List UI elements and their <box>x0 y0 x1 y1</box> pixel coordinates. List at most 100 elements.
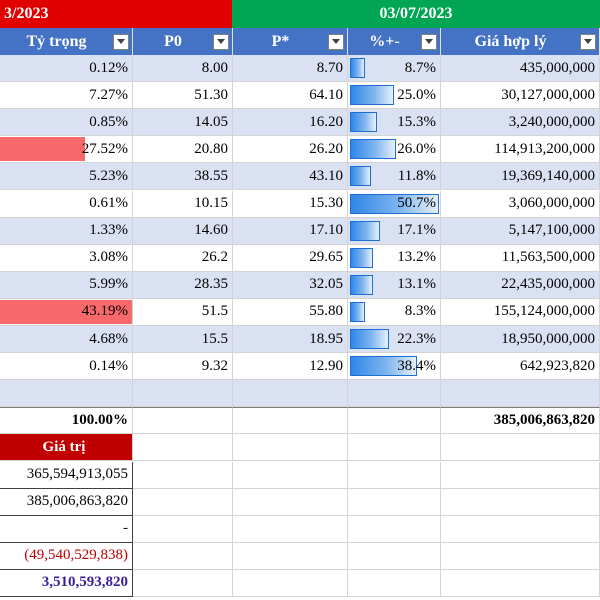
weight-cell[interactable]: 7.27% <box>0 82 133 110</box>
weight-cell[interactable]: 43.19% <box>0 298 133 326</box>
pstar-cell[interactable]: 43.10 <box>233 163 348 191</box>
filter-dropdown-icon[interactable] <box>421 33 437 50</box>
pstar-cell[interactable]: 64.10 <box>233 82 348 110</box>
blank-cell[interactable] <box>348 407 441 435</box>
blank-cell[interactable] <box>348 569 441 597</box>
blank-cell[interactable] <box>348 461 441 489</box>
blank-cell[interactable] <box>441 488 600 516</box>
pct-change-cell[interactable]: 26.0% <box>348 136 441 164</box>
blank-cell[interactable] <box>233 542 348 570</box>
blank-cell[interactable] <box>233 461 348 489</box>
blank-cell[interactable] <box>233 515 348 543</box>
p0-cell[interactable]: 10.15 <box>133 190 233 218</box>
blank-cell[interactable] <box>233 407 348 435</box>
weight-cell[interactable]: 5.23% <box>0 163 133 191</box>
blank-cell[interactable] <box>348 542 441 570</box>
blank-cell[interactable] <box>348 488 441 516</box>
total-fair-value-cell[interactable]: 385,006,863,820 <box>441 407 600 435</box>
pstar-cell[interactable]: 8.70 <box>233 55 348 83</box>
blank-cell[interactable] <box>441 569 600 597</box>
fair-value-cell[interactable]: 5,147,100,000 <box>441 217 600 245</box>
weight-cell[interactable]: 4.68% <box>0 326 133 354</box>
p0-cell[interactable]: 26.2 <box>133 244 233 272</box>
p0-cell[interactable]: 14.05 <box>133 109 233 137</box>
weight-cell[interactable]: 1.33% <box>0 217 133 245</box>
p0-cell[interactable]: 20.80 <box>133 136 233 164</box>
blank-cell[interactable] <box>0 380 133 408</box>
summary-value-cell[interactable]: - <box>0 515 133 543</box>
pct-change-cell[interactable]: 50.7% <box>348 190 441 218</box>
filter-dropdown-icon[interactable] <box>113 33 129 50</box>
blank-cell[interactable] <box>133 407 233 435</box>
p0-cell[interactable]: 38.55 <box>133 163 233 191</box>
pct-change-cell[interactable]: 11.8% <box>348 163 441 191</box>
total-weight-cell[interactable]: 100.00% <box>0 407 133 435</box>
p0-cell[interactable]: 14.60 <box>133 217 233 245</box>
blank-cell[interactable] <box>441 434 600 462</box>
pstar-cell[interactable]: 12.90 <box>233 353 348 381</box>
blank-cell[interactable] <box>233 380 348 408</box>
blank-cell[interactable] <box>441 515 600 543</box>
pstar-cell[interactable]: 16.20 <box>233 109 348 137</box>
p0-cell[interactable]: 15.5 <box>133 326 233 354</box>
summary-value-cell[interactable]: 3,510,593,820 <box>0 569 133 597</box>
blank-cell[interactable] <box>441 380 600 408</box>
fair-value-cell[interactable]: 435,000,000 <box>441 55 600 83</box>
blank-cell[interactable] <box>441 461 600 489</box>
filter-dropdown-icon[interactable] <box>328 33 344 50</box>
fair-value-cell[interactable]: 3,240,000,000 <box>441 109 600 137</box>
fair-value-cell[interactable]: 3,060,000,000 <box>441 190 600 218</box>
summary-header[interactable]: Giá trị <box>0 434 133 462</box>
blank-cell[interactable] <box>233 569 348 597</box>
blank-cell[interactable] <box>233 488 348 516</box>
blank-cell[interactable] <box>133 488 233 516</box>
weight-cell[interactable]: 0.61% <box>0 190 133 218</box>
summary-value-cell[interactable]: (49,540,529,838) <box>0 542 133 570</box>
pct-change-cell[interactable]: 38.4% <box>348 353 441 381</box>
blank-cell[interactable] <box>441 542 600 570</box>
summary-value-cell[interactable]: 365,594,913,055 <box>0 461 133 489</box>
weight-cell[interactable]: 3.08% <box>0 244 133 272</box>
p0-cell[interactable]: 51.5 <box>133 298 233 326</box>
fair-value-cell[interactable]: 18,950,000,000 <box>441 326 600 354</box>
weight-cell[interactable]: 5.99% <box>0 271 133 299</box>
fair-value-cell[interactable]: 155,124,000,000 <box>441 298 600 326</box>
blank-cell[interactable] <box>133 542 233 570</box>
pct-change-cell[interactable]: 13.1% <box>348 271 441 299</box>
p0-cell[interactable]: 51.30 <box>133 82 233 110</box>
fair-value-cell[interactable]: 30,127,000,000 <box>441 82 600 110</box>
pct-change-cell[interactable]: 15.3% <box>348 109 441 137</box>
blank-cell[interactable] <box>133 434 233 462</box>
blank-cell[interactable] <box>348 515 441 543</box>
pstar-cell[interactable]: 29.65 <box>233 244 348 272</box>
weight-cell[interactable]: 0.12% <box>0 55 133 83</box>
pct-change-cell[interactable]: 25.0% <box>348 82 441 110</box>
pct-change-cell[interactable]: 8.7% <box>348 55 441 83</box>
weight-cell[interactable]: 0.85% <box>0 109 133 137</box>
summary-value-cell[interactable]: 385,006,863,820 <box>0 488 133 516</box>
pct-change-cell[interactable]: 8.3% <box>348 298 441 326</box>
blank-cell[interactable] <box>133 569 233 597</box>
blank-cell[interactable] <box>133 461 233 489</box>
p0-cell[interactable]: 8.00 <box>133 55 233 83</box>
pstar-cell[interactable]: 15.30 <box>233 190 348 218</box>
filter-dropdown-icon[interactable] <box>213 33 229 50</box>
pstar-cell[interactable]: 55.80 <box>233 298 348 326</box>
blank-cell[interactable] <box>233 434 348 462</box>
fair-value-cell[interactable]: 642,923,820 <box>441 353 600 381</box>
fair-value-cell[interactable]: 19,369,140,000 <box>441 163 600 191</box>
fair-value-cell[interactable]: 114,913,200,000 <box>441 136 600 164</box>
blank-cell[interactable] <box>133 380 233 408</box>
blank-cell[interactable] <box>133 515 233 543</box>
blank-cell[interactable] <box>348 380 441 408</box>
filter-dropdown-icon[interactable] <box>580 33 596 50</box>
weight-cell[interactable]: 27.52% <box>0 136 133 164</box>
pct-change-cell[interactable]: 17.1% <box>348 217 441 245</box>
p0-cell[interactable]: 28.35 <box>133 271 233 299</box>
weight-cell[interactable]: 0.14% <box>0 353 133 381</box>
pstar-cell[interactable]: 32.05 <box>233 271 348 299</box>
fair-value-cell[interactable]: 11,563,500,000 <box>441 244 600 272</box>
pstar-cell[interactable]: 17.10 <box>233 217 348 245</box>
p0-cell[interactable]: 9.32 <box>133 353 233 381</box>
pct-change-cell[interactable]: 13.2% <box>348 244 441 272</box>
